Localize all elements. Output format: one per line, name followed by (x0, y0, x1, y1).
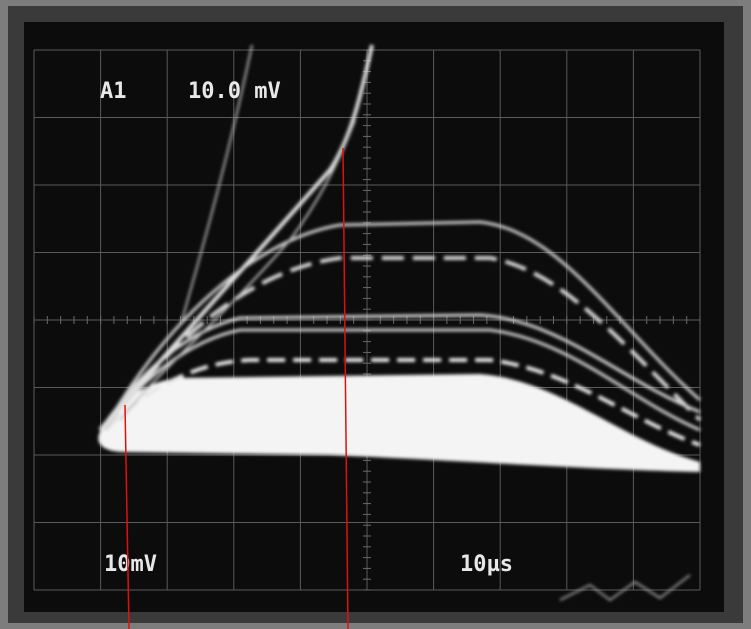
noise-trace (559, 574, 691, 602)
trace (103, 328, 701, 432)
marker-line (124, 404, 130, 629)
trace-band (98, 374, 700, 472)
trace (181, 44, 253, 321)
trace (98, 44, 374, 432)
scale-readout: 10.0 mV (188, 79, 281, 104)
time-setting: 10µs (460, 552, 513, 577)
marker-line (342, 147, 349, 629)
trace (103, 313, 701, 426)
trace (103, 220, 701, 429)
vertical-setting: 10mV (104, 552, 157, 577)
trace (103, 358, 701, 447)
trace (119, 119, 356, 421)
channel-label: A1 (100, 79, 127, 104)
traces (98, 44, 702, 602)
